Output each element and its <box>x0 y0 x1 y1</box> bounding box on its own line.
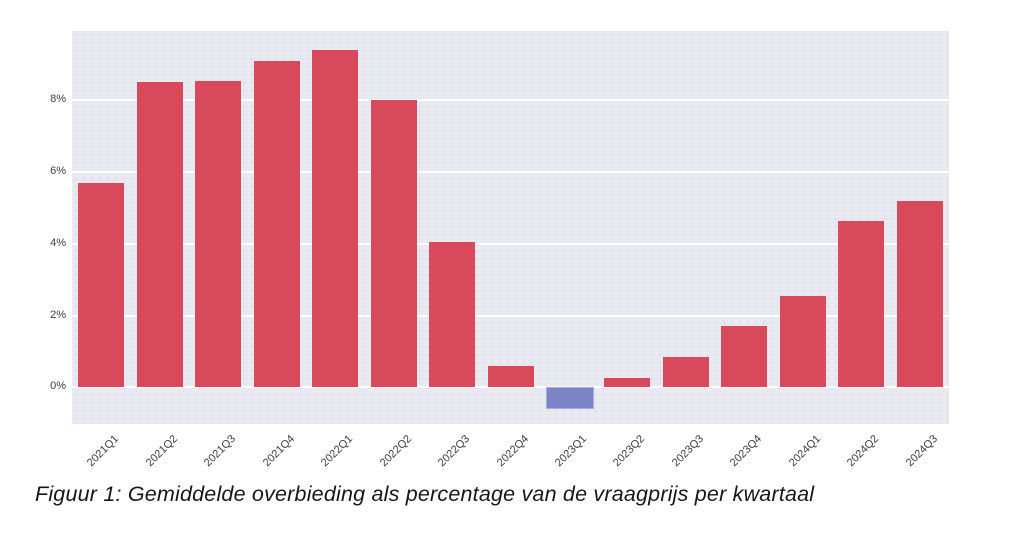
y-tick-label: 2% <box>50 308 66 321</box>
bar-2024Q1 <box>779 295 826 388</box>
x-tick-label: 2021Q1 <box>85 432 122 470</box>
x-tick-label: 2022Q3 <box>435 432 473 470</box>
x-tick-label: 2024Q3 <box>903 432 940 470</box>
x-tick-label: 2021Q4 <box>260 432 297 470</box>
x-tick-label: 2023Q1 <box>552 432 590 470</box>
plot-area <box>72 31 949 424</box>
bar-2022Q1 <box>312 50 359 388</box>
y-tick-label: 6% <box>50 165 66 177</box>
y-tick-label: 4% <box>50 236 66 249</box>
bar-2023Q4 <box>721 326 768 388</box>
bar-2022Q2 <box>370 100 417 388</box>
bar-2021Q1 <box>78 182 125 388</box>
x-tick-label: 2021Q3 <box>202 432 239 470</box>
x-tick-label: 2023Q4 <box>728 432 765 470</box>
x-tick-label: 2021Q2 <box>143 432 180 470</box>
gridline <box>72 171 949 173</box>
bar-2021Q2 <box>136 82 183 388</box>
bar-2021Q4 <box>253 60 300 388</box>
bar-2023Q2 <box>604 378 651 388</box>
gridline <box>72 99 949 102</box>
y-tick-label: 8% <box>50 93 66 106</box>
gridline <box>72 242 949 245</box>
x-tick-label: 2022Q4 <box>494 432 531 470</box>
bar-2021Q3 <box>195 80 242 388</box>
x-tick-label: 2024Q2 <box>845 432 882 470</box>
bar-2024Q2 <box>838 220 885 388</box>
bar-2023Q1 <box>546 387 594 409</box>
figure-caption: Figuur 1: Gemiddelde overbieding als per… <box>35 482 815 506</box>
bar-2023Q3 <box>662 356 709 388</box>
x-tick-label: 2023Q3 <box>669 432 706 470</box>
bar-2024Q3 <box>896 200 943 388</box>
x-tick-label: 2023Q2 <box>611 432 648 470</box>
bar-2022Q3 <box>429 242 475 388</box>
x-tick-label: 2022Q2 <box>377 432 414 470</box>
gridline <box>72 314 949 317</box>
chart: 0% 2% 4% 6% 8% 2021Q1 2021Q2 2021Q3 2021Q4 2022Q1… <box>50 31 949 470</box>
gridline <box>72 386 949 389</box>
y-tick-label: 0% <box>50 380 66 393</box>
x-tick-label: 2022Q1 <box>319 432 356 470</box>
x-tick-label: 2024Q1 <box>786 432 823 470</box>
bar-2022Q4 <box>487 365 534 388</box>
